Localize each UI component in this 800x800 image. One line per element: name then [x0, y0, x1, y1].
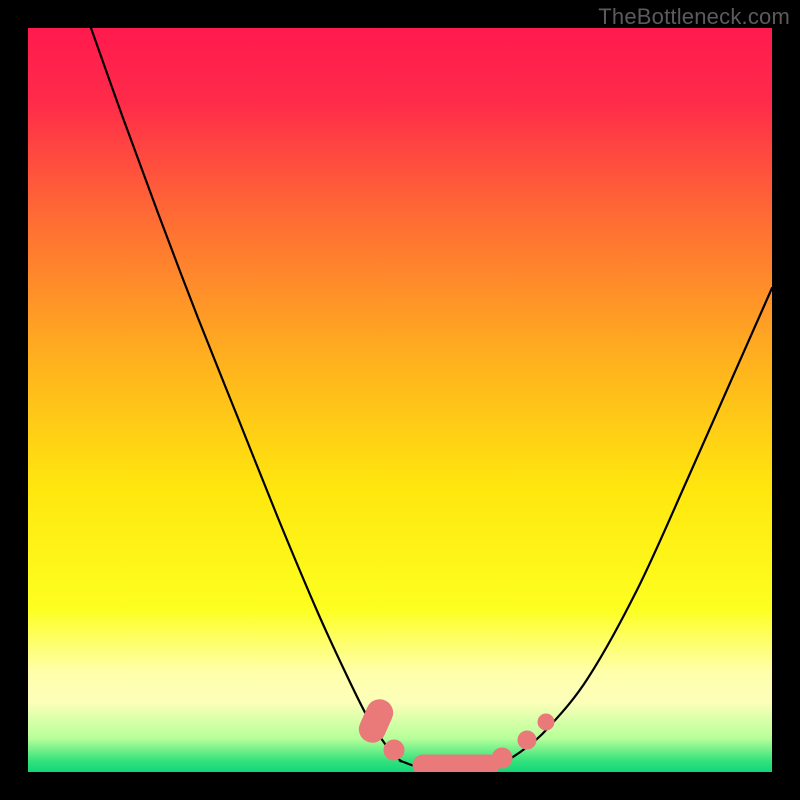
marker-4 [518, 731, 536, 749]
marker-1 [384, 740, 404, 760]
watermark-text: TheBottleneck.com [598, 4, 790, 30]
marker-2 [413, 755, 499, 772]
gradient-background [28, 28, 772, 772]
marker-5 [538, 714, 554, 730]
plot-svg [28, 28, 772, 772]
chart-root: TheBottleneck.com [0, 0, 800, 800]
marker-3 [492, 748, 512, 768]
plot-area [28, 28, 772, 772]
